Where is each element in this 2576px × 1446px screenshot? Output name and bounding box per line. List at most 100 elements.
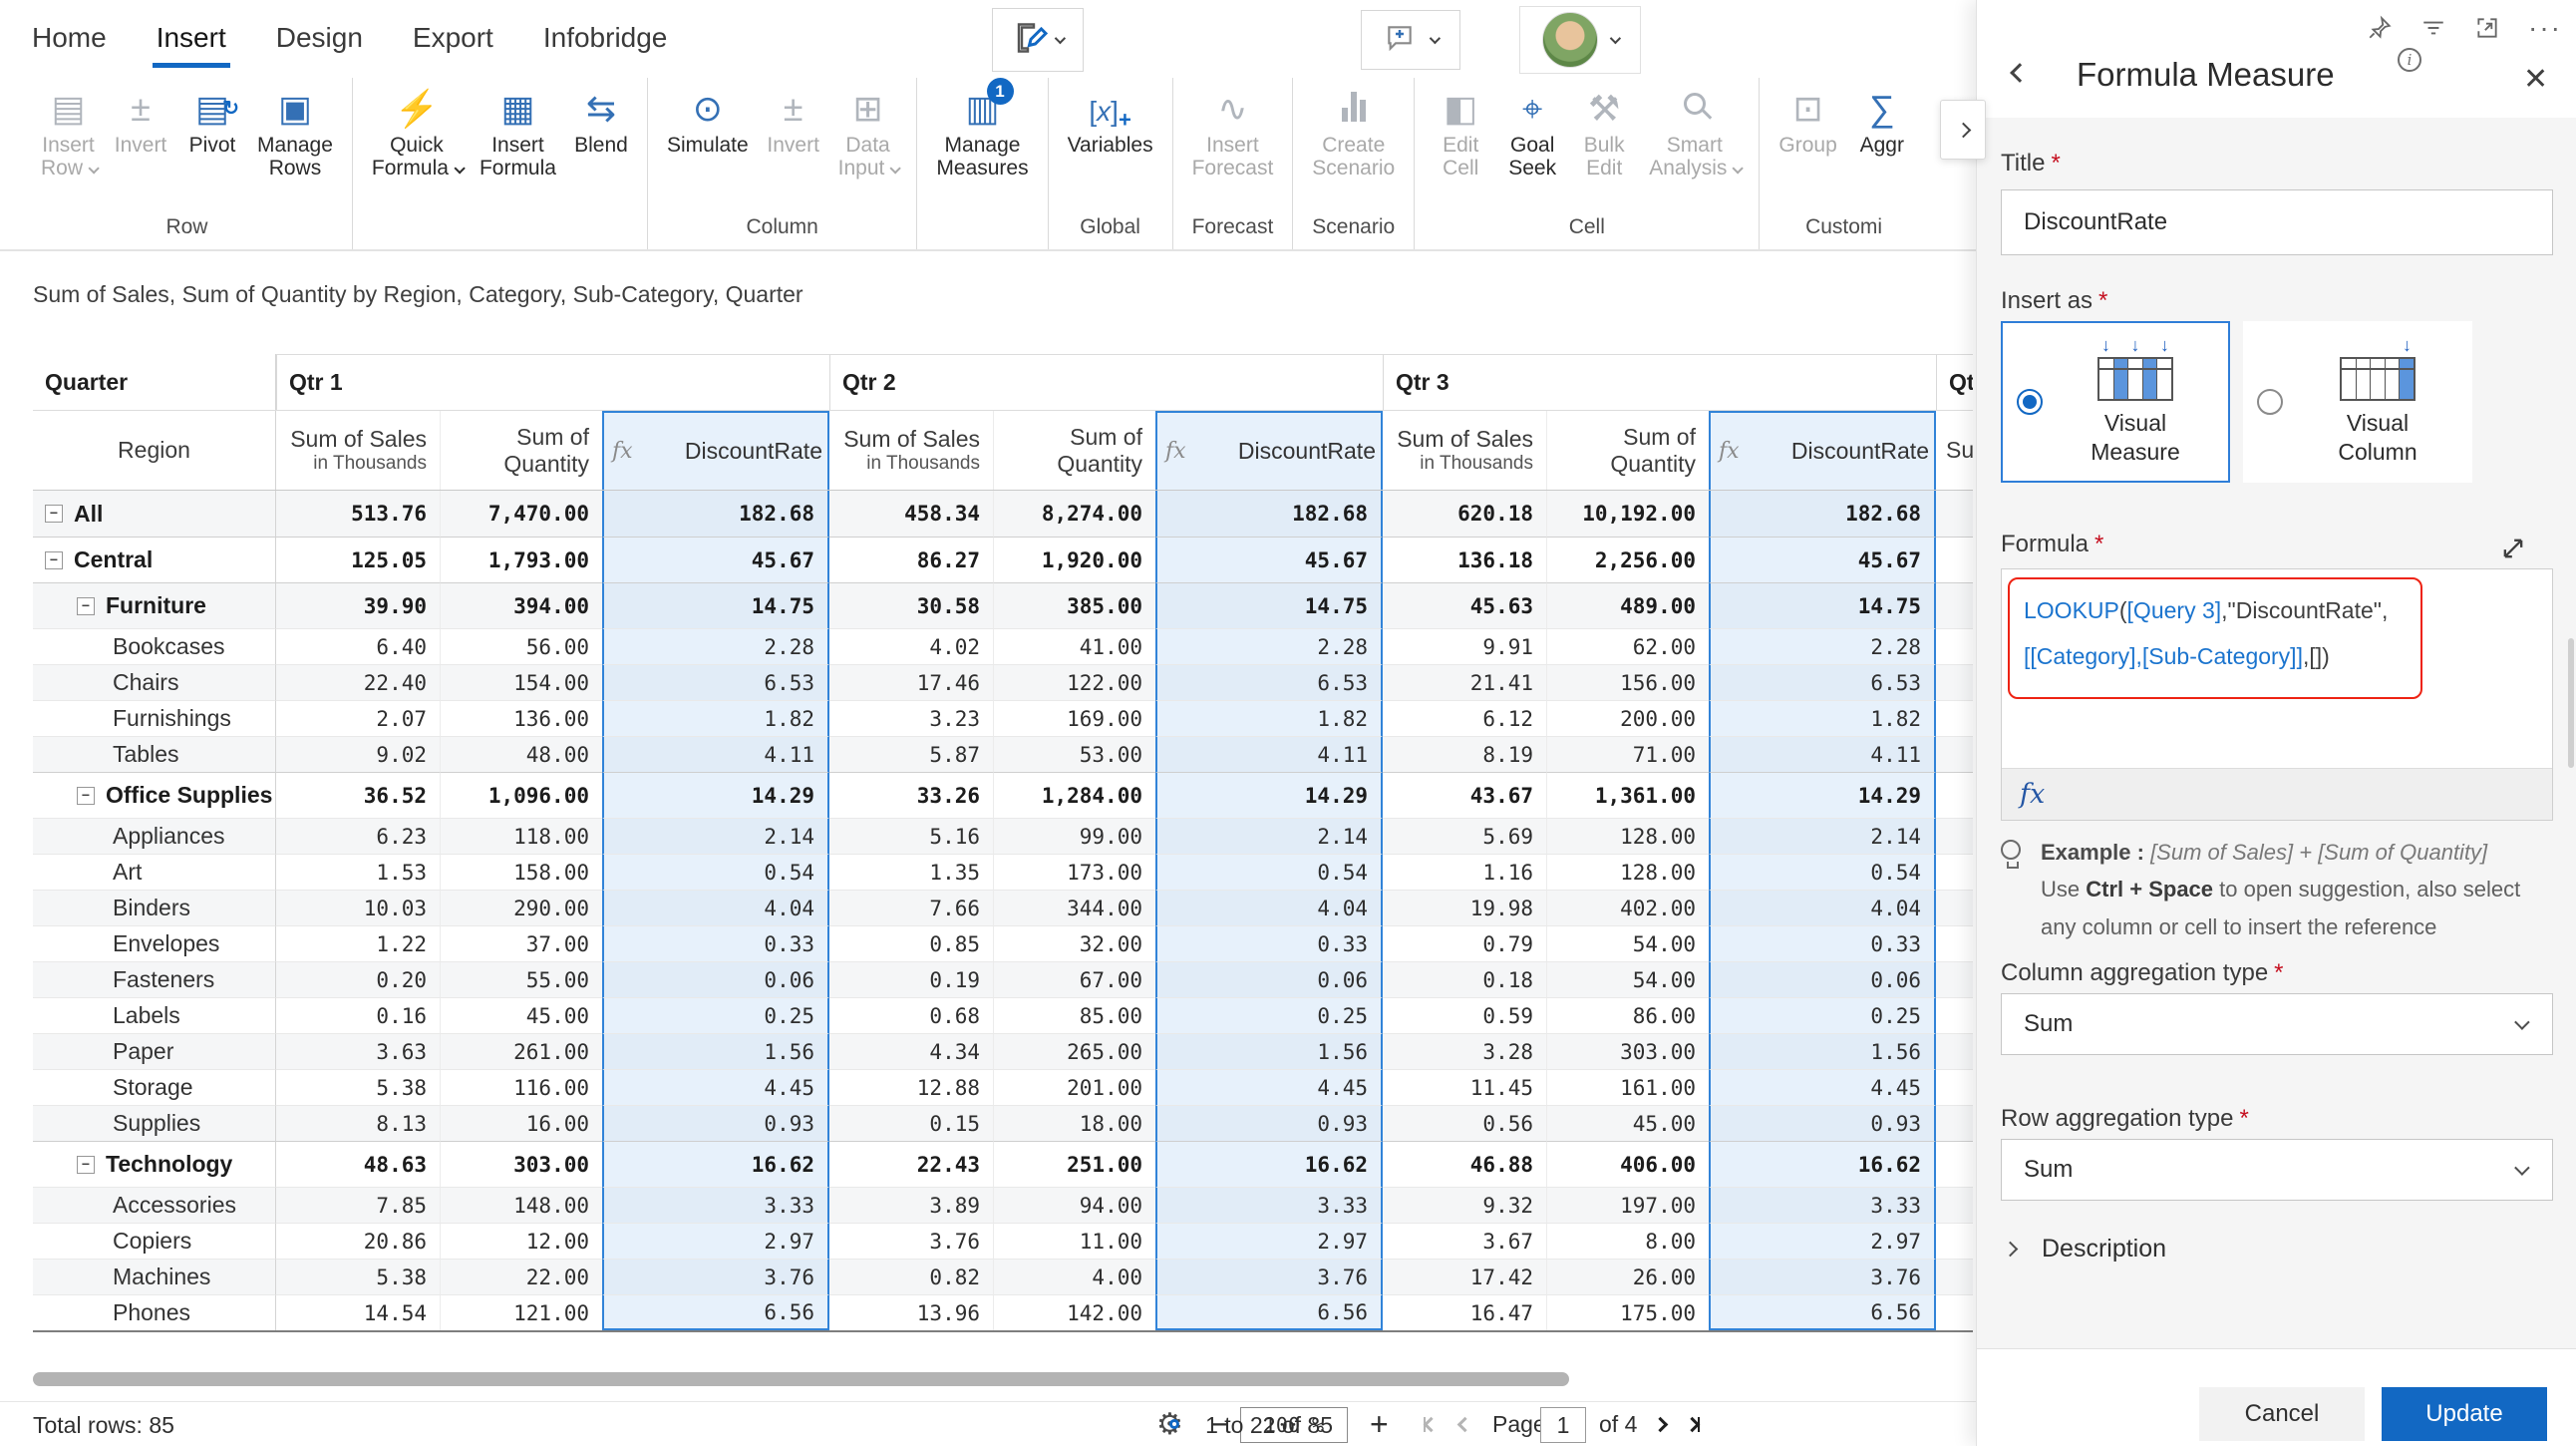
discountrate-cell[interactable]: 182.68 — [1155, 491, 1383, 537]
sales-cell[interactable]: 9.02 — [276, 736, 441, 772]
discountrate-cell[interactable]: 0.54 — [602, 854, 829, 890]
back-button[interactable] — [2010, 63, 2030, 85]
sales-cell[interactable]: 6.23 — [276, 818, 441, 854]
discountrate-cell[interactable]: 0.33 — [1155, 925, 1383, 961]
sales-cell[interactable]: 48.63 — [276, 1141, 441, 1187]
discountrate-cell[interactable]: 14.29 — [1709, 772, 1936, 818]
fx-icon[interactable]: fx — [2020, 779, 2046, 810]
edit-cell-button[interactable]: ◧ Edit Cell — [1443, 88, 1479, 181]
sales-cell[interactable]: 45.63 — [1383, 582, 1547, 628]
radio-icon[interactable] — [2257, 389, 2283, 415]
bulk-edit-button[interactable]: ⚒ Bulk Edit — [1583, 88, 1625, 181]
quantity-cell[interactable]: 261.00 — [441, 1033, 602, 1069]
sales-cell[interactable]: 20.86 — [276, 1223, 441, 1259]
sales-cell[interactable]: 3.23 — [829, 700, 994, 736]
goal-seek-button[interactable]: ⌖ Goal Seek — [1508, 88, 1557, 181]
row-label-chairs[interactable]: Chairs — [33, 664, 276, 700]
discountrate-cell[interactable]: 182.68 — [602, 491, 829, 537]
collapse-icon[interactable]: − — [45, 505, 63, 523]
sales-cell[interactable]: 4.34 — [829, 1033, 994, 1069]
pin-icon[interactable] — [2367, 15, 2393, 41]
row-label-bookcases[interactable]: Bookcases — [33, 628, 276, 664]
quantity-cell[interactable]: 71.00 — [1547, 736, 1709, 772]
discountrate-cell[interactable]: 4.11 — [1709, 736, 1936, 772]
discountrate-cell[interactable]: 0.06 — [1155, 961, 1383, 997]
quantity-cell[interactable]: 10,192.00 — [1582, 502, 1696, 526]
aggr-button[interactable]: ∑ Aggr — [1859, 88, 1904, 157]
sales-cell[interactable]: 5.16 — [829, 818, 994, 854]
quantity-cell[interactable]: 12.00 — [441, 1223, 602, 1259]
row-label-paper[interactable]: Paper — [33, 1033, 276, 1069]
update-button[interactable]: Update — [2382, 1387, 2547, 1441]
discountrate-cell[interactable]: 4.04 — [602, 890, 829, 925]
discountrate-cell[interactable]: 1.82 — [1155, 700, 1383, 736]
focus-mode-icon[interactable] — [2474, 15, 2500, 41]
create-scenario-button[interactable]: Create Scenario — [1306, 84, 1401, 181]
edit-mode-button[interactable] — [992, 8, 1084, 72]
manage-rows-button[interactable]: ▣ Manage Rows — [257, 88, 333, 181]
discountrate-cell[interactable]: 3.33 — [1709, 1187, 1936, 1223]
quantity-cell[interactable]: 122.00 — [994, 664, 1155, 700]
tab-insert[interactable]: Insert — [152, 16, 230, 68]
sales-cell[interactable]: 0.15 — [829, 1105, 994, 1141]
manage-measures-button[interactable]: ▥ 1 Manage Measures — [930, 78, 1034, 181]
quantity-cell[interactable]: 41.00 — [994, 628, 1155, 664]
discountrate-cell[interactable]: 0.06 — [1709, 961, 1936, 997]
option-visual-measure[interactable]: ↓ ↓ ↓ Visual Measure — [2001, 321, 2230, 483]
zoom-out-button[interactable]: − — [1210, 1405, 1229, 1442]
quantity-cell[interactable]: 156.00 — [1547, 664, 1709, 700]
discountrate-cell[interactable]: 14.75 — [1155, 582, 1383, 628]
sales-cell[interactable]: 0.16 — [276, 997, 441, 1033]
sales-cell[interactable]: 0.79 — [1383, 925, 1547, 961]
quantity-cell[interactable]: 2,256.00 — [1547, 537, 1709, 582]
discountrate-cell[interactable]: 1.82 — [602, 700, 829, 736]
discountrate-cell[interactable]: 16.62 — [1155, 1141, 1383, 1187]
row-label-all[interactable]: − All — [33, 491, 276, 537]
discountrate-cell[interactable]: 3.33 — [602, 1187, 829, 1223]
quantity-cell[interactable]: 303.00 — [1547, 1033, 1709, 1069]
quantity-cell[interactable]: 8.00 — [1547, 1223, 1709, 1259]
quick-formula-button[interactable]: ⚡ Quick Formula — [366, 84, 468, 181]
discountrate-cell[interactable]: 14.29 — [602, 772, 829, 818]
sales-cell[interactable]: 30.58 — [829, 582, 994, 628]
discountrate-cell[interactable]: 3.76 — [1709, 1259, 1936, 1294]
quantity-cell[interactable]: 54.00 — [1547, 961, 1709, 997]
discountrate-cell[interactable]: 6.53 — [1709, 664, 1936, 700]
expand-formula-icon[interactable] — [2499, 535, 2527, 567]
quantity-cell[interactable]: 1,793.00 — [441, 537, 602, 582]
region-header-cell[interactable]: Region — [33, 411, 276, 490]
discountrate-cell[interactable]: 6.53 — [1155, 664, 1383, 700]
discountrate-cell[interactable]: 14.75 — [1709, 582, 1936, 628]
quantity-cell[interactable]: 406.00 — [1547, 1141, 1709, 1187]
quantity-cell[interactable]: 18.00 — [994, 1105, 1155, 1141]
title-input[interactable]: DiscountRate — [2001, 189, 2553, 255]
quantity-cell[interactable]: 173.00 — [994, 854, 1155, 890]
more-options-icon[interactable]: ··· — [2528, 12, 2562, 43]
discountrate-header[interactable]: fx DiscountRate — [1155, 411, 1383, 490]
sales-cell[interactable]: 17.42 — [1383, 1259, 1547, 1294]
discountrate-cell[interactable]: 4.11 — [1155, 736, 1383, 772]
discountrate-cell[interactable]: 2.14 — [1155, 818, 1383, 854]
row-label-art[interactable]: Art — [33, 854, 276, 890]
formula-editor[interactable]: LOOKUP([Query 3],"DiscountRate", [[Catego… — [2001, 568, 2553, 821]
data-input-button[interactable]: ⊞ Data Input — [832, 84, 904, 181]
row-label-fasteners[interactable]: Fasteners — [33, 961, 276, 997]
sales-cell[interactable]: 5.38 — [276, 1069, 441, 1105]
sales-cell[interactable]: 1.35 — [829, 854, 994, 890]
row-aggregation-select[interactable]: Sum — [2001, 1139, 2553, 1201]
discountrate-cell[interactable]: 2.97 — [602, 1223, 829, 1259]
blend-button[interactable]: ⇆ Blend — [574, 88, 628, 157]
sum-of-quantity-header[interactable]: Sum of Quantity — [1057, 424, 1142, 477]
row-label-copiers[interactable]: Copiers — [33, 1223, 276, 1259]
description-toggle[interactable]: Description — [2002, 1235, 2166, 1264]
quarter-header-4-cut[interactable]: Qt — [1936, 354, 1973, 410]
row-label-machines[interactable]: Machines — [33, 1259, 276, 1294]
quantity-cell[interactable]: 56.00 — [441, 628, 602, 664]
discountrate-cell[interactable]: 182.68 — [1709, 491, 1936, 537]
discountrate-cell[interactable]: 45.67 — [1155, 537, 1383, 582]
quantity-cell[interactable]: 161.00 — [1547, 1069, 1709, 1105]
sales-cell[interactable]: 3.76 — [829, 1223, 994, 1259]
collapse-icon[interactable]: − — [45, 550, 63, 569]
sales-cell[interactable]: 0.56 — [1383, 1105, 1547, 1141]
sales-cell[interactable]: 39.90 — [276, 582, 441, 628]
